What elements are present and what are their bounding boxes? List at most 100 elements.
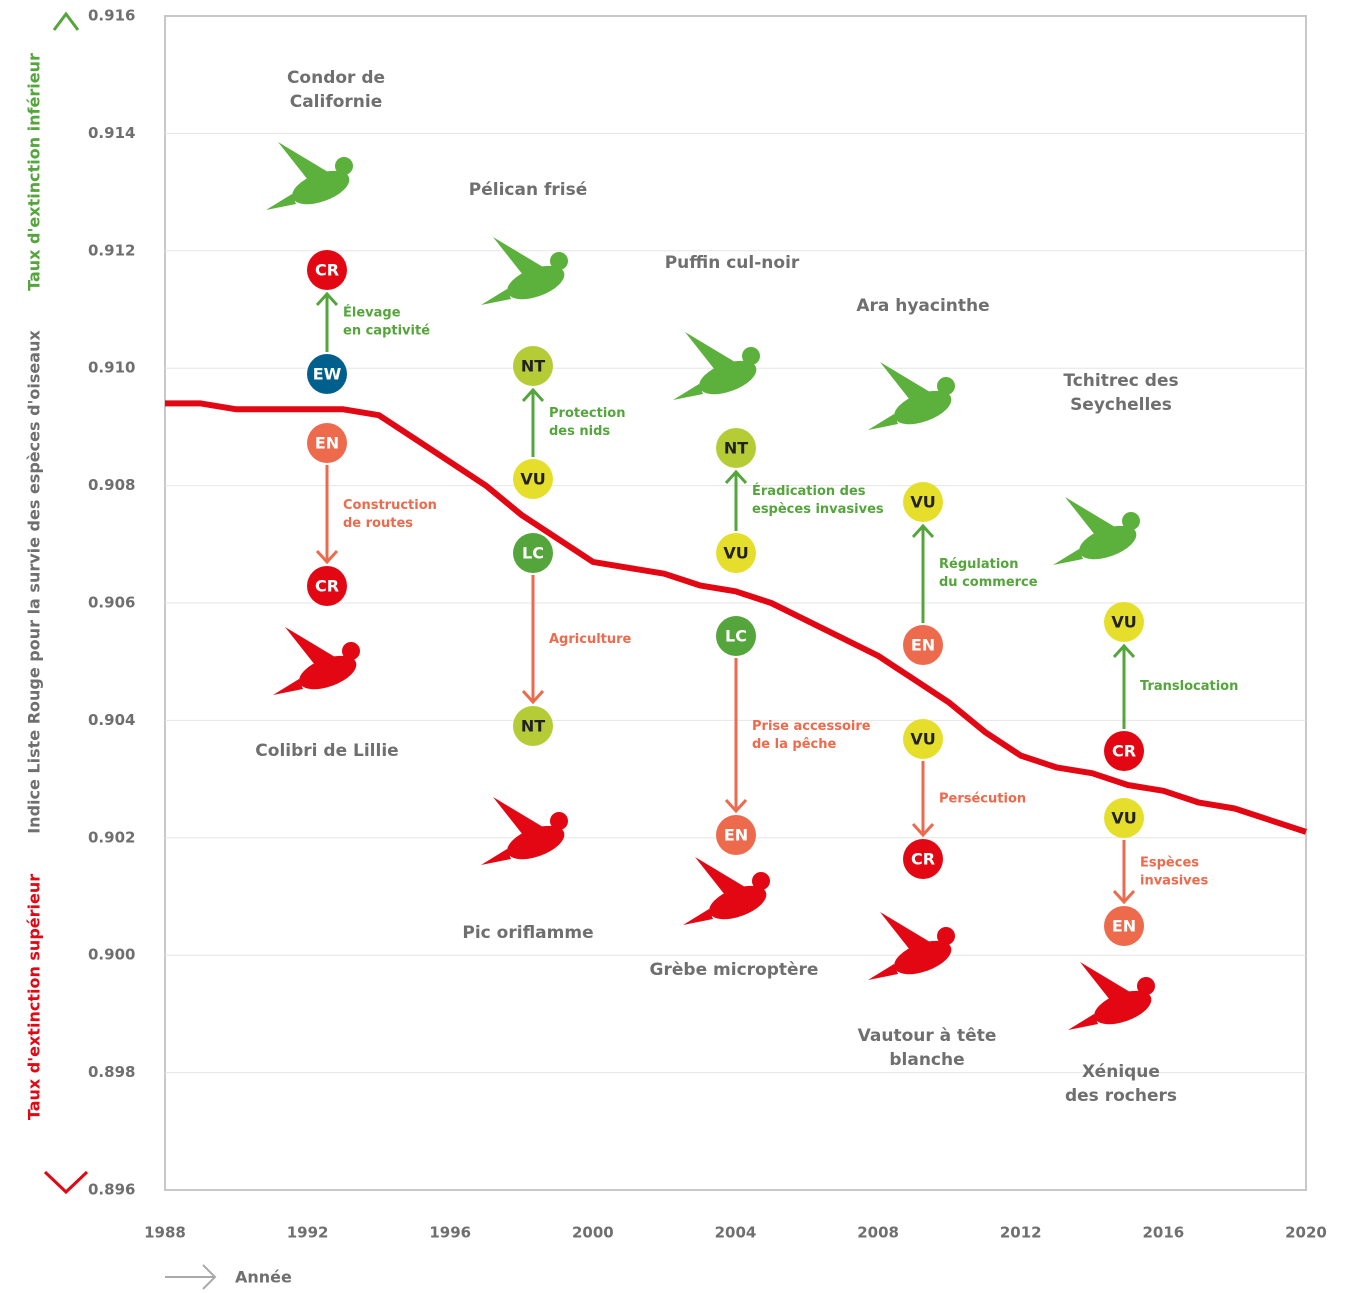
species-name: Tchitrec des — [1063, 371, 1178, 391]
status-label: EN — [911, 636, 935, 655]
y-tick-label: 0.902 — [88, 828, 135, 846]
y-label-bottom: Taux d'extinction supérieur — [25, 874, 44, 1120]
cause-label: en captivité — [343, 324, 430, 339]
status-label: VU — [520, 470, 545, 489]
y-tick-label: 0.898 — [88, 1063, 135, 1081]
y-tick-label: 0.904 — [88, 711, 135, 729]
bird-wing — [493, 797, 543, 835]
bird-silhouette — [266, 142, 354, 211]
x-tick-label: 2008 — [857, 1224, 899, 1242]
species-name: Seychelles — [1070, 395, 1172, 415]
bird-silhouette — [481, 237, 569, 306]
cause-label: Translocation — [1140, 679, 1238, 694]
status-label: NT — [521, 717, 545, 736]
bird-wing — [278, 142, 328, 180]
bird-silhouette — [481, 797, 569, 866]
species-name: Californie — [290, 92, 383, 112]
species: Xéniquedes rochersEspècesinvasivesVUEN — [1065, 798, 1208, 1106]
species-name: Grèbe microptère — [650, 960, 819, 980]
cause-label: du commerce — [939, 575, 1038, 590]
cause-label: de la pêche — [752, 737, 836, 752]
status-label: EN — [1112, 917, 1136, 936]
cause-label: Régulation — [939, 557, 1018, 572]
bird-head — [752, 872, 770, 890]
status-label: CR — [315, 577, 339, 596]
bird-silhouette — [868, 912, 956, 981]
bird-wing — [685, 332, 735, 370]
bird-tail — [683, 909, 713, 925]
bird-tail — [868, 414, 898, 430]
bird-wing — [695, 857, 745, 895]
bird-silhouette — [683, 857, 771, 926]
status-label: EW — [313, 365, 342, 384]
cause-label: Persécution — [939, 792, 1026, 807]
x-tick-label: 2004 — [715, 1224, 757, 1242]
bird-wing — [1065, 497, 1115, 535]
cause-label: des nids — [549, 424, 610, 439]
cause-label: de routes — [343, 516, 413, 531]
bird-wing — [493, 237, 543, 275]
bird-tail — [1068, 1014, 1098, 1030]
x-tick-label: 2016 — [1143, 1224, 1185, 1242]
status-label: VU — [723, 544, 748, 563]
scale-arrow — [45, 14, 87, 1192]
bird-tail — [868, 964, 898, 980]
bird-head — [550, 812, 568, 830]
y-tick-label: 0.910 — [88, 359, 135, 377]
bird-tail — [481, 289, 511, 305]
x-label: Année — [235, 1268, 292, 1287]
bird-head — [1122, 512, 1140, 530]
bird-silhouette — [673, 332, 761, 401]
status-label: NT — [724, 439, 748, 458]
species-name: Colibri de Lillie — [255, 741, 398, 761]
species-name: Vautour à tête — [858, 1026, 997, 1046]
bird-tail — [266, 194, 296, 210]
y-tick-label: 0.914 — [88, 124, 135, 142]
bird-head — [342, 642, 360, 660]
species: Vautour à têteblanchePersécutionVUCR — [858, 719, 1027, 1070]
y-tick-label: 0.896 — [88, 1181, 135, 1199]
x-tick-label: 2000 — [572, 1224, 614, 1242]
cause-label: invasives — [1140, 874, 1208, 889]
status-label: NT — [521, 357, 545, 376]
status-label: EN — [315, 434, 339, 453]
status-label: VU — [1111, 613, 1136, 632]
species-name: Puffin cul-noir — [665, 253, 800, 273]
species-name: Pélican frisé — [469, 180, 587, 200]
status-label: VU — [910, 493, 935, 512]
bird-head — [1137, 977, 1155, 995]
x-tick-label: 2020 — [1285, 1224, 1327, 1242]
y-tick-label: 0.912 — [88, 241, 135, 259]
x-tick-label: 1988 — [144, 1224, 186, 1242]
cause-label: Élevage — [343, 305, 401, 321]
bird-head — [937, 377, 955, 395]
status-label: EN — [724, 826, 748, 845]
bird-head — [742, 347, 760, 365]
bird-tail — [673, 384, 703, 400]
bird-wing — [880, 912, 930, 950]
bird-tail — [273, 679, 303, 695]
bird-wing — [1080, 962, 1130, 1000]
bird-tail — [481, 849, 511, 865]
chart: Taux d'extinction inférieur Indice Liste… — [0, 0, 1361, 1293]
bird-tail — [1053, 549, 1083, 565]
cause-label: Prise accessoire — [752, 719, 871, 734]
bird-head — [550, 252, 568, 270]
y-label-top: Taux d'extinction inférieur — [25, 53, 44, 291]
y-tick-label: 0.906 — [88, 594, 135, 612]
bird-silhouette — [1068, 962, 1156, 1031]
x-label-arrow — [165, 1265, 215, 1289]
x-tick-label: 2012 — [1000, 1224, 1042, 1242]
cause-label: Protection — [549, 406, 625, 421]
x-tick-label: 1992 — [287, 1224, 329, 1242]
bird-silhouette — [273, 627, 361, 696]
cause-label: espèces invasives — [752, 502, 884, 517]
species-name: Pic oriflamme — [462, 923, 593, 943]
cause-label: Construction — [343, 498, 437, 513]
status-label: VU — [910, 730, 935, 749]
